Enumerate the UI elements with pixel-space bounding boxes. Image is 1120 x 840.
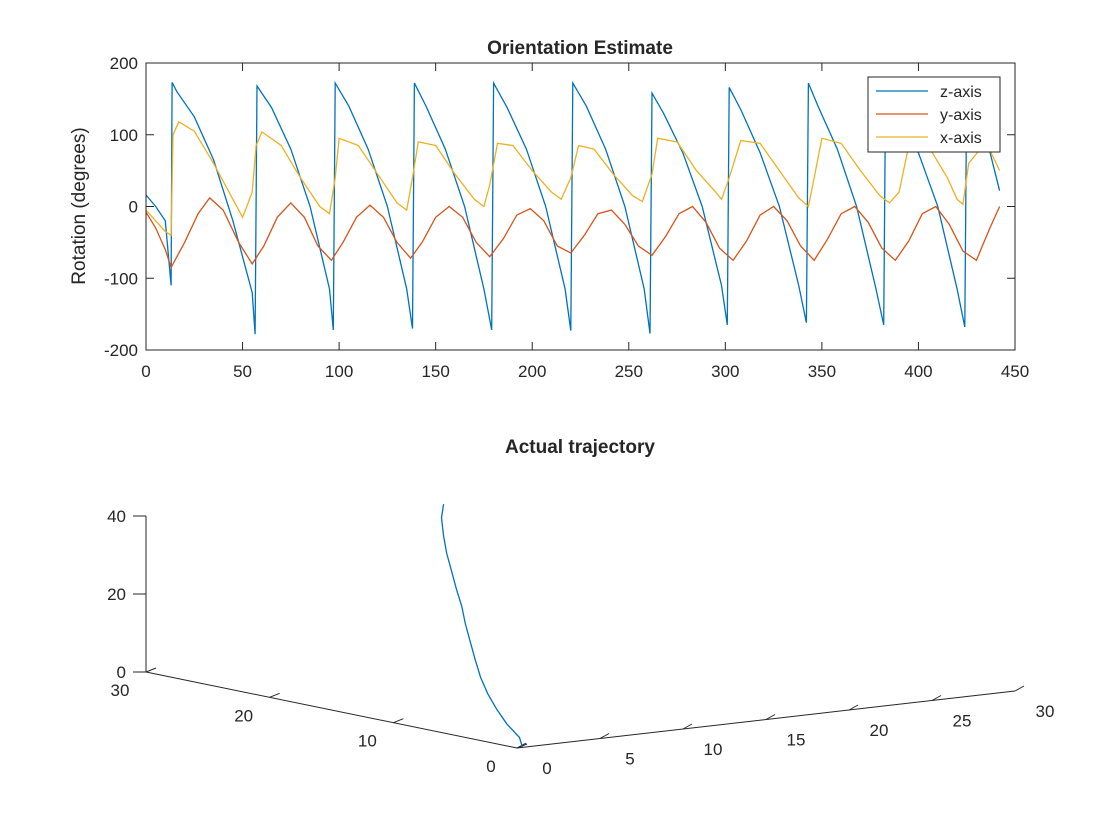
x3d-tick-mark [931,695,942,701]
x-tick-label: 100 [325,362,353,381]
x-tick-label: 0 [141,362,150,381]
orientation-chart: Orientation Estimate Rotation (degrees) … [69,38,1029,381]
legend-entry: x-axis [940,130,982,147]
legend: z-axis y-axis x-axis [867,76,1001,153]
trajectory-line [440,504,524,748]
y-tick-label: -100 [104,269,138,288]
z3d-tick-label: 40 [107,507,126,526]
x3d-tick-label: 30 [1036,702,1055,721]
x-tick-label: 200 [518,362,546,381]
y3d-tick-label: 10 [358,732,377,751]
legend-entry: y-axis [940,107,982,124]
x-tick-label: 150 [421,362,449,381]
x3d-tick-label: 5 [625,750,634,769]
x3d-tick-mark [765,714,776,720]
z3d-tick-label: 0 [117,663,126,682]
x-tick-label: 350 [808,362,836,381]
x3d-tick-label: 0 [542,759,551,778]
trajectory-chart: Actual trajectory 0 5 10 15 20 25 300102030020… [107,437,1054,778]
y-ticks: -200 -100 0 100 200 [104,54,1015,360]
x3d-tick-mark [848,704,859,711]
chart-title-3d: Actual trajectory [505,437,655,458]
y-tick-label: 100 [110,126,138,145]
x3d-tick-label: 20 [870,721,889,740]
series-lines [145,80,1001,335]
x-tick-label: 50 [233,362,252,381]
y3d-tick-mark [269,692,280,698]
x-tick-label: 450 [1001,362,1029,381]
x-tick-label: 300 [711,362,739,381]
series-line-z-axis [145,80,1001,335]
y-tick-label: 0 [129,198,138,217]
y-axis-line [145,671,518,749]
series-line-x-axis [145,120,1001,237]
x-tick-label: 400 [904,362,932,381]
trajectory-series-0 [440,504,524,748]
y3d-tick-mark [145,667,157,673]
x3d-tick-label: 15 [787,731,806,750]
y-tick-label: 200 [110,54,138,73]
x3d-tick-mark [1014,685,1025,692]
x-tick-label: 250 [615,362,643,381]
legend-entry: z-axis [940,84,982,101]
x3d-tick-mark [599,733,610,739]
z3d-tick-label: 20 [107,585,126,604]
y3d-tick-label: 20 [234,706,253,725]
y3d-tick-label: 30 [111,681,130,700]
chart-title: Orientation Estimate [487,38,673,59]
x3d-tick-label: 25 [953,712,972,731]
series-line-y-axis [145,196,1001,270]
x3d-tick-label: 10 [704,740,723,759]
x3d-tick-mark [682,723,693,730]
y3d-tick-mark [393,718,404,724]
y-axis-label: Rotation (degrees) [69,127,90,284]
y3d-tick-label: 0 [486,757,495,776]
y-tick-label: -200 [104,341,138,360]
x-ticks: 0 50 100 150 200 250 300 350 400 450 [141,63,1029,381]
